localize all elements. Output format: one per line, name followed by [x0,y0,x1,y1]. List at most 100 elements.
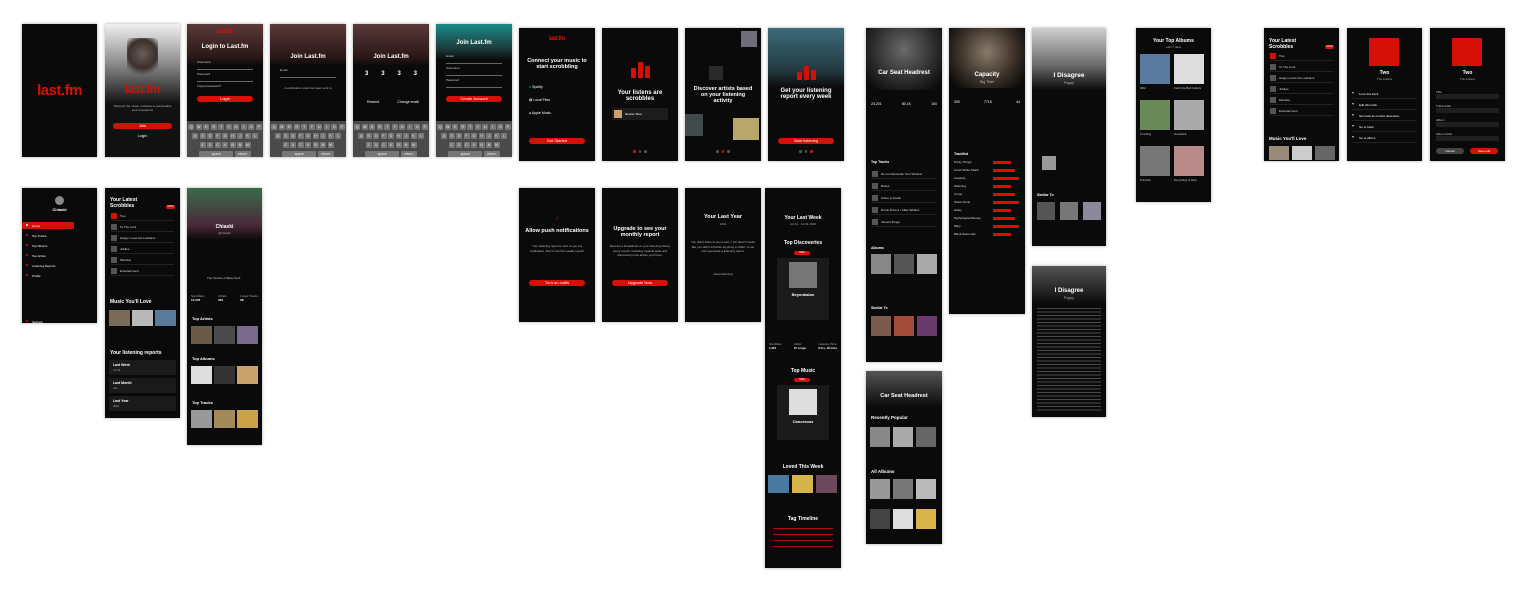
track-row[interactable]: To The Limit [1270,63,1333,72]
key[interactable]: L [418,133,424,139]
album-tile[interactable] [916,479,936,499]
key[interactable]: E [369,124,376,130]
album-tile[interactable] [893,509,913,529]
menu-item[interactable]: Top Artists [22,252,74,259]
key[interactable]: L [252,133,258,139]
keep-listening-link[interactable]: Keep listening [713,272,733,276]
key[interactable]: J [486,133,492,139]
key[interactable]: O [248,124,255,130]
key[interactable]: O [414,124,421,130]
menu-item[interactable]: Top Albums [22,242,74,249]
key[interactable]: G [388,133,394,139]
change-email-link[interactable]: Change email [397,100,419,104]
menu-action[interactable]: ♥ Love this track [1352,90,1417,99]
key[interactable]: R [210,124,217,130]
report-card[interactable]: Last Year 2022 [109,396,176,411]
album-tile[interactable] [1269,146,1289,160]
key[interactable]: I [323,124,330,130]
album-tile[interactable] [1174,54,1204,84]
key[interactable]: A [358,133,364,139]
key[interactable]: P [504,124,511,130]
key[interactable]: D [373,133,379,139]
track-row[interactable]: Jubilee [1270,85,1333,94]
loved-tile[interactable] [792,475,813,493]
key[interactable]: A [275,133,281,139]
key[interactable]: W [361,124,368,130]
album-tile[interactable] [237,366,258,384]
key[interactable]: O [331,124,338,130]
key[interactable]: L [335,133,341,139]
key[interactable]: S [365,133,372,139]
menu-item[interactable]: Settings [22,318,74,323]
tracklist-row[interactable]: Shark Smile [954,200,971,204]
key[interactable]: Q [271,124,278,130]
key[interactable]: X [373,142,379,148]
tracklist-row[interactable]: Haley [954,208,962,212]
email-field[interactable] [280,72,336,78]
menu-action[interactable]: ♥ Go to album [1352,134,1417,143]
track-tile[interactable] [237,410,258,428]
key[interactable]: L [501,133,507,139]
loved-tile[interactable] [768,475,789,493]
key[interactable]: H [395,133,402,139]
track-row[interactable]: Entertainment [1270,107,1333,116]
report-card[interactable]: Last Week Jul 31 [109,360,176,375]
key[interactable]: U [399,124,406,130]
track-tile[interactable] [1060,202,1078,220]
album-tile[interactable] [916,427,936,447]
key[interactable]: I [240,124,247,130]
key[interactable]: K [493,133,500,139]
key[interactable]: Q [437,124,444,130]
key[interactable]: H [478,133,485,139]
key[interactable]: T [384,124,391,130]
key[interactable]: D [207,133,213,139]
album-tile[interactable] [870,509,890,529]
album-tile[interactable] [132,310,153,326]
loved-tile[interactable] [816,475,837,493]
tracklist-row[interactable]: Coma [954,192,963,196]
key[interactable]: P [338,124,345,130]
menu-action[interactable]: ♥ Edit this track [1352,101,1417,110]
key[interactable]: Z [365,142,372,148]
turn-on-notifs-button[interactable]: Turn on notifs [529,280,585,286]
return-key[interactable]: return [234,151,251,157]
key[interactable]: B [478,142,485,148]
key[interactable]: V [222,142,228,148]
track-row[interactable]: Drunk Drivers / Killer Whales [872,206,936,215]
key[interactable]: G [305,133,311,139]
key[interactable]: D [290,133,296,139]
key[interactable]: J [320,133,326,139]
key[interactable]: K [410,133,417,139]
artist-tile[interactable] [917,316,937,336]
edit-input[interactable] [1436,94,1499,99]
verification-code[interactable]: 3 3 3 3 [365,71,417,77]
key[interactable]: C [463,142,470,148]
key[interactable]: B [395,142,402,148]
key[interactable]: N [320,142,326,148]
space-key[interactable]: space [448,151,483,157]
key[interactable]: B [312,142,319,148]
key[interactable]: P [255,124,262,130]
track-row[interactable]: Vincent Drugs [872,218,936,227]
key[interactable]: T [467,124,474,130]
key[interactable]: T [218,124,225,130]
key[interactable]: I [489,124,496,130]
key[interactable]: P [421,124,428,130]
cancel-button[interactable]: Cancel [1436,148,1464,154]
key[interactable]: V [471,142,477,148]
top-music-card[interactable]: Cancerous [777,385,829,440]
key[interactable]: D [456,133,462,139]
tracklist-row[interactable]: Black Diamonds [954,232,976,236]
key[interactable]: R [459,124,466,130]
key[interactable]: U [233,124,240,130]
password-field[interactable] [446,82,502,88]
album-tile[interactable] [871,254,891,274]
key[interactable]: I [406,124,413,130]
track-row[interactable]: Do not Reconcile Your Window [872,170,936,179]
album-tile[interactable] [916,509,936,529]
menu-item[interactable]: Top Tracks [22,232,74,239]
key[interactable]: H [312,133,319,139]
artist-tile[interactable] [237,326,258,344]
